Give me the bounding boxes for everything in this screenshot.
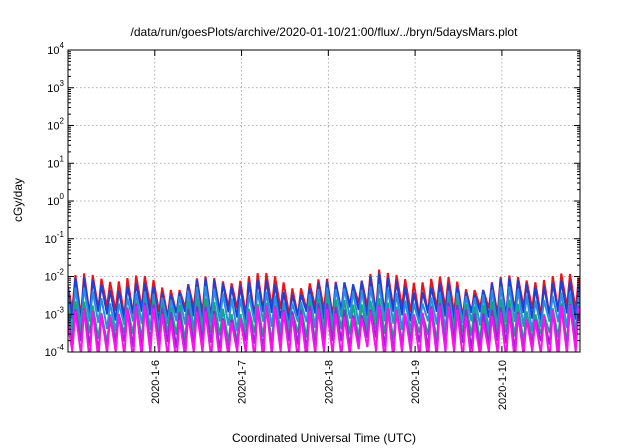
x-axis: 2020-1-6 2020-1-7 2020-1-8 2020-1-9 2020-1-1… — [150, 50, 509, 410]
y-tick-label: 102 — [47, 117, 64, 133]
grid — [68, 50, 580, 352]
y-tick-label: 10-3 — [45, 305, 65, 321]
x-tick-label: 2020-1-7 — [237, 360, 249, 404]
x-tick-label: 2020-1-9 — [410, 360, 422, 404]
y-tick-label: 100 — [47, 192, 64, 208]
y-tick-label: 103 — [47, 79, 64, 95]
x-tick-label: 2020-1-6 — [150, 360, 162, 404]
y-axis-label: cGy/day — [11, 178, 25, 222]
y-axis: 10-4 10-3 10-2 10-1 100 101 102 103 104 — [45, 41, 580, 359]
y-tick-label: 10-2 — [45, 268, 65, 284]
x-axis-label: Coordinated Universal Time (UTC) — [232, 431, 416, 445]
x-tick-label: 2020-1-10 — [497, 360, 509, 410]
y-tick-label: 101 — [47, 154, 64, 170]
chart-title: /data/run/goesPlots/archive/2020-01-10/2… — [131, 25, 519, 39]
y-tick-label: 104 — [47, 41, 64, 57]
series-line-6 — [68, 305, 580, 352]
series-group — [68, 269, 580, 352]
y-tick-label: 10-4 — [45, 343, 65, 359]
x-tick-label: 2020-1-8 — [323, 360, 335, 404]
y-tick-label: 10-1 — [45, 230, 65, 246]
